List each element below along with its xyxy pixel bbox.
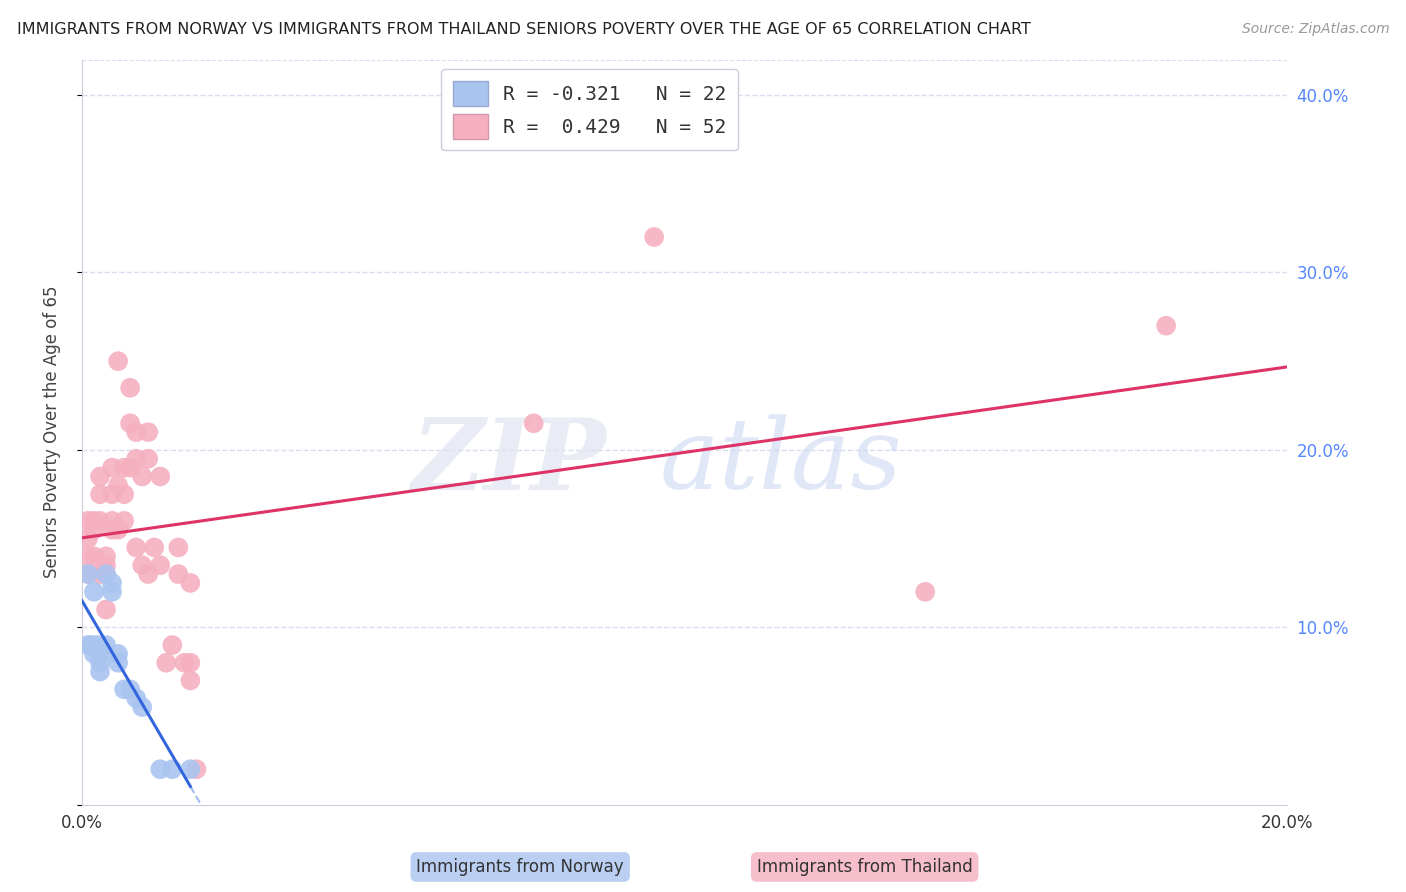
Point — [89, 665, 111, 679]
Point — [101, 487, 124, 501]
Point — [89, 469, 111, 483]
Point — [101, 460, 124, 475]
Point — [89, 514, 111, 528]
Point — [136, 451, 159, 466]
Point — [125, 425, 148, 439]
Point — [149, 469, 172, 483]
Point — [89, 567, 111, 582]
Point — [77, 638, 100, 652]
Point — [94, 558, 117, 573]
Point — [77, 549, 100, 564]
Point — [186, 762, 208, 776]
Point — [89, 647, 111, 661]
Text: ZIP: ZIP — [411, 414, 606, 510]
Y-axis label: Seniors Poverty Over the Age of 65: Seniors Poverty Over the Age of 65 — [44, 286, 60, 578]
Text: Immigrants from Thailand: Immigrants from Thailand — [756, 858, 973, 876]
Point — [94, 638, 117, 652]
Point — [107, 523, 129, 537]
Point — [179, 762, 201, 776]
Point — [179, 576, 201, 591]
Point — [89, 656, 111, 670]
Point — [77, 567, 100, 582]
Point — [167, 567, 190, 582]
Text: Immigrants from Norway: Immigrants from Norway — [416, 858, 624, 876]
Point — [83, 523, 105, 537]
Point — [94, 567, 117, 582]
Point — [94, 567, 117, 582]
Point — [107, 647, 129, 661]
Point — [101, 514, 124, 528]
Point — [120, 417, 142, 431]
Point — [179, 656, 201, 670]
Point — [643, 230, 665, 244]
Point — [173, 656, 195, 670]
Point — [94, 602, 117, 616]
Point — [120, 682, 142, 697]
Point — [77, 567, 100, 582]
Point — [120, 460, 142, 475]
Point — [162, 638, 184, 652]
Point — [155, 656, 177, 670]
Point — [80, 638, 103, 652]
Point — [101, 523, 124, 537]
Point — [107, 656, 129, 670]
Point — [107, 478, 129, 492]
Point — [77, 532, 100, 546]
Point — [125, 451, 148, 466]
Point — [523, 417, 546, 431]
Point — [914, 584, 936, 599]
Point — [86, 638, 108, 652]
Point — [101, 584, 124, 599]
Text: Source: ZipAtlas.com: Source: ZipAtlas.com — [1241, 22, 1389, 37]
Point — [112, 460, 135, 475]
Point — [179, 673, 201, 688]
Legend: R = -0.321   N = 22, R =  0.429   N = 52: R = -0.321 N = 22, R = 0.429 N = 52 — [441, 70, 738, 151]
Point — [83, 584, 105, 599]
Point — [131, 469, 153, 483]
Text: IMMIGRANTS FROM NORWAY VS IMMIGRANTS FROM THAILAND SENIORS POVERTY OVER THE AGE : IMMIGRANTS FROM NORWAY VS IMMIGRANTS FRO… — [17, 22, 1031, 37]
Point — [77, 514, 100, 528]
Point — [94, 549, 117, 564]
Point — [112, 487, 135, 501]
Text: atlas: atlas — [659, 414, 903, 509]
Point — [83, 549, 105, 564]
Point — [149, 762, 172, 776]
Point — [89, 487, 111, 501]
Point — [143, 541, 166, 555]
Point — [83, 647, 105, 661]
Point — [107, 354, 129, 368]
Point — [120, 381, 142, 395]
Point — [136, 425, 159, 439]
Point — [112, 514, 135, 528]
Point — [136, 567, 159, 582]
Point — [125, 691, 148, 706]
Point — [112, 682, 135, 697]
Point — [149, 558, 172, 573]
Point — [125, 541, 148, 555]
Point — [167, 541, 190, 555]
Point — [83, 514, 105, 528]
Point — [162, 762, 184, 776]
Point — [1154, 318, 1177, 333]
Point — [131, 700, 153, 714]
Point — [101, 576, 124, 591]
Point — [131, 558, 153, 573]
